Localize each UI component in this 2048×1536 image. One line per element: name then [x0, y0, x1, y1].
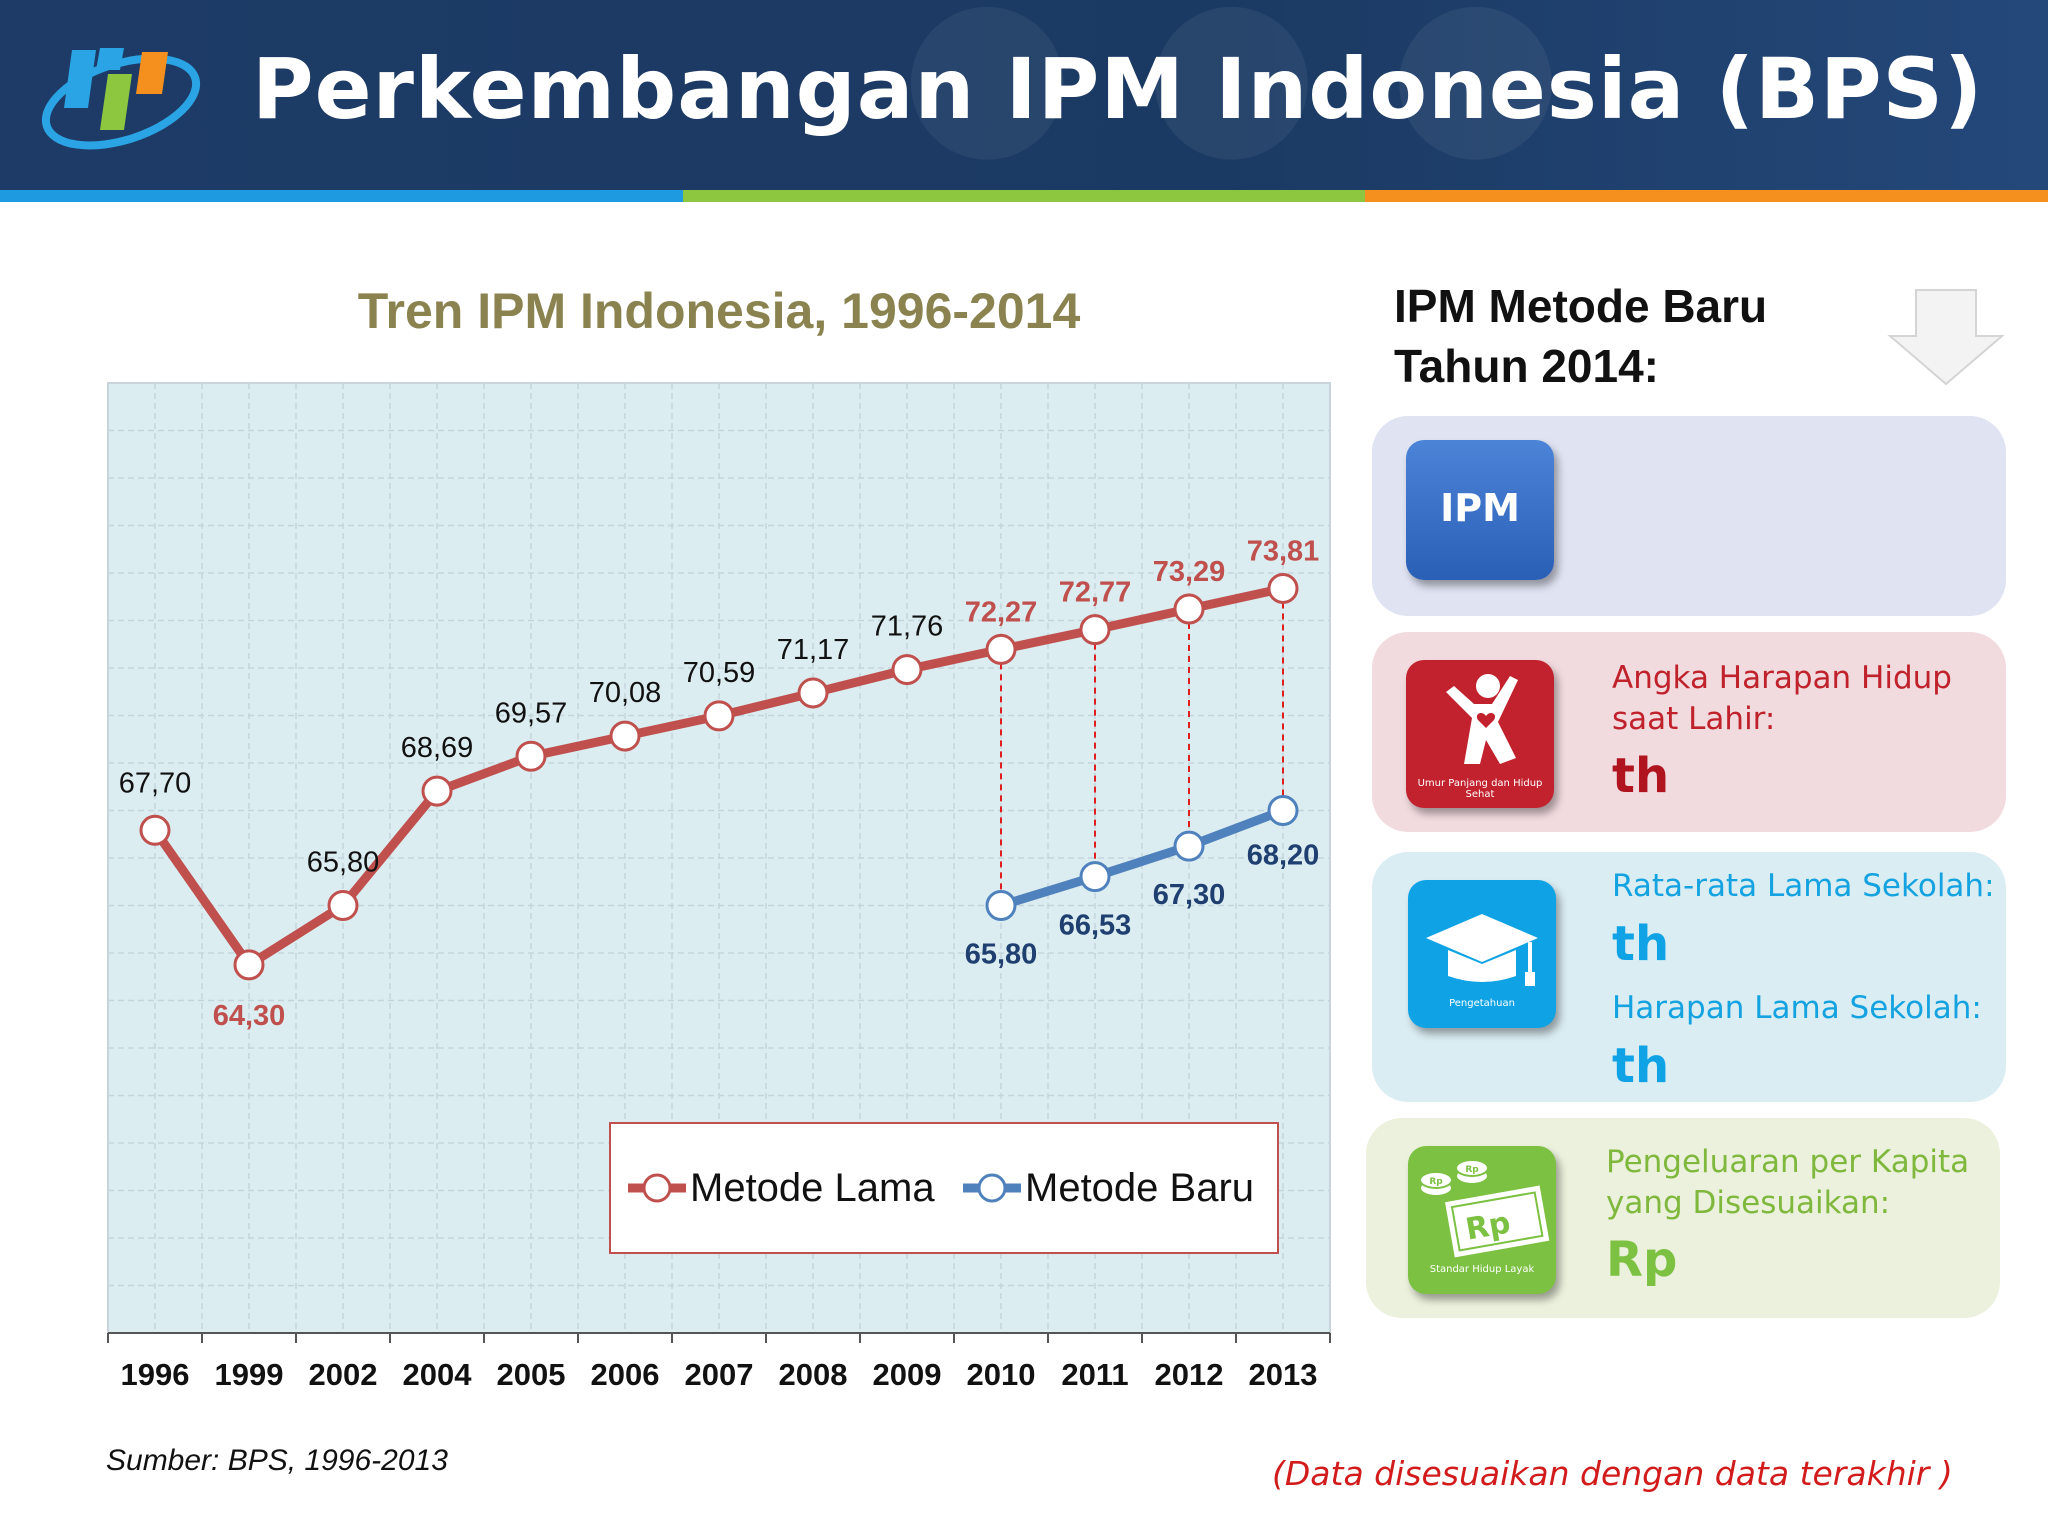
source-text: Sumber: BPS, 1996-2013 — [106, 1444, 448, 1477]
coin-label-1: Rp — [1429, 1177, 1443, 1187]
bps-logo-icon — [41, 48, 201, 150]
health-unit: th — [1612, 748, 1670, 804]
data-point-metode-lama — [233, 949, 265, 981]
x-tick-label: 2004 — [403, 1357, 473, 1392]
x-tick-label: 2006 — [591, 1357, 660, 1392]
data-label-metode-lama: 71,76 — [871, 611, 944, 643]
chart-title: Tren IPM Indonesia, 1996-2014 — [357, 283, 1081, 339]
panel-title: IPM Metode Baru Tahun 2014: — [1394, 276, 1767, 396]
data-label-metode-baru: 67,30 — [1153, 879, 1226, 911]
x-tick-label: 2011 — [1061, 1357, 1128, 1392]
down-arrow-icon — [1887, 289, 2005, 386]
legend-marker-metode-baru — [977, 1173, 1007, 1203]
panel-title-line2: Tahun 2014: — [1394, 340, 1659, 392]
data-point-metode-lama — [891, 654, 923, 686]
bill-label: Rp — [1463, 1205, 1513, 1247]
education-unit-1: th — [1612, 916, 1670, 972]
x-tick-label: 2012 — [1155, 1357, 1224, 1392]
stripe-orange — [1365, 190, 2048, 202]
x-tick-label: 2007 — [685, 1357, 754, 1392]
ipm-card: IPM — [1372, 416, 2006, 616]
data-point-metode-lama — [1173, 593, 1205, 625]
data-point-metode-baru — [1079, 861, 1111, 893]
data-label-metode-lama: 73,81 — [1247, 535, 1320, 567]
x-tick-label: 2013 — [1249, 1357, 1318, 1392]
ipm-label: IPM — [1440, 486, 1520, 530]
health-label-line2: saat Lahir: — [1612, 701, 1776, 737]
data-label-metode-lama: 68,69 — [401, 732, 474, 764]
coin-label-2: Rp — [1465, 1165, 1479, 1175]
data-point-metode-lama — [703, 700, 735, 732]
expenditure-icon-caption: Standar Hidup Layak — [1429, 1264, 1535, 1275]
ipm-icon-box: IPM — [1406, 440, 1554, 580]
data-label-metode-lama: 71,17 — [777, 634, 850, 666]
data-label-metode-baru: 68,20 — [1247, 840, 1320, 872]
data-label-metode-lama: 67,70 — [119, 767, 192, 799]
stripe-green — [682, 190, 1366, 202]
legend-marker-metode-lama — [642, 1173, 672, 1203]
data-label-metode-lama: 72,27 — [965, 596, 1038, 628]
x-tick-label: 1999 — [215, 1357, 284, 1392]
data-label-metode-lama: 64,30 — [213, 1000, 286, 1032]
x-tick-label: 2005 — [497, 1357, 566, 1392]
x-tick-label: 1996 — [121, 1357, 190, 1392]
data-label-metode-lama: 70,08 — [589, 677, 662, 709]
data-label-metode-lama: 69,57 — [495, 697, 568, 729]
data-label-metode-lama: 73,29 — [1153, 556, 1226, 588]
money-icon: Rp Rp Rp — [1419, 1159, 1550, 1258]
banner-decoration: ● ● ● — [900, 0, 1563, 183]
expenditure-card: Rp Rp Rp Standar Hidup Layak Pengeluaran… — [1366, 1118, 2000, 1318]
health-label: Angka Harapan Hidup saat Lahir: — [1612, 658, 1952, 740]
x-tick-label: 2010 — [967, 1357, 1036, 1392]
page-title: Perkembangan IPM Indonesia (BPS) — [252, 40, 1984, 138]
data-label-metode-lama: 65,80 — [307, 847, 380, 879]
health-icon-box: Umur Panjang dan Hidup Sehat — [1406, 660, 1554, 808]
series-line-metode-baru — [996, 806, 1288, 910]
data-point-metode-baru — [1173, 830, 1205, 862]
data-label-metode-lama: 72,77 — [1059, 577, 1132, 609]
expenditure-icon-box: Rp Rp Rp Standar Hidup Layak — [1408, 1146, 1556, 1294]
data-label-metode-baru: 65,80 — [965, 939, 1038, 971]
stripe-blue — [0, 190, 683, 202]
legend-label-metode-baru: Metode Baru — [1025, 1166, 1254, 1210]
legend-box — [609, 1122, 1279, 1254]
data-point-metode-lama — [327, 890, 359, 921]
data-label-metode-baru: 66,53 — [1059, 910, 1132, 942]
data-point-metode-lama — [1079, 614, 1111, 646]
health-icon-caption: Umur Panjang dan Hidup Sehat — [1417, 778, 1543, 800]
graduation-cap-icon — [1426, 914, 1538, 986]
data-label-metode-lama: 70,59 — [683, 657, 756, 689]
education-label-2: Harapan Lama Sekolah: — [1612, 990, 1982, 1026]
data-point-metode-baru — [1267, 795, 1299, 826]
health-card: Umur Panjang dan Hidup Sehat Angka Harap… — [1372, 632, 2006, 832]
education-label-1: Rata-rata Lama Sekolah: — [1612, 868, 1995, 904]
expenditure-label-line1: Pengeluaran per Kapita — [1606, 1144, 1970, 1180]
data-point-metode-lama — [797, 677, 829, 709]
data-point-metode-lama — [609, 720, 641, 752]
education-icon-caption: Pengetahuan — [1449, 998, 1515, 1009]
education-icon-box: Pengetahuan — [1408, 880, 1556, 1028]
data-point-metode-lama — [421, 775, 453, 807]
expenditure-label-line2: yang Disesuaikan: — [1606, 1185, 1891, 1221]
expenditure-unit: Rp — [1606, 1232, 1678, 1288]
header-stripes — [0, 190, 2048, 202]
data-point-metode-lama — [985, 633, 1017, 665]
health-label-line1: Angka Harapan Hidup — [1612, 660, 1952, 696]
panel-title-line1: IPM Metode Baru — [1394, 280, 1768, 332]
data-point-metode-baru — [985, 890, 1017, 921]
education-unit-2: th — [1612, 1038, 1670, 1094]
note-text: (Data disesuaikan dengan data terakhir ) — [1272, 1454, 1953, 1493]
x-tick-label: 2002 — [309, 1357, 378, 1392]
x-tick-label: 2008 — [779, 1357, 848, 1392]
education-card: Pengetahuan Rata-rata Lama Sekolah: th H… — [1372, 852, 2006, 1102]
expenditure-label: Pengeluaran per Kapita yang Disesuaikan: — [1606, 1142, 1969, 1224]
person-heart-icon — [1446, 674, 1518, 764]
legend-label-metode-lama: Metode Lama — [690, 1166, 935, 1210]
data-point-metode-lama — [515, 740, 547, 772]
data-point-metode-lama — [1267, 572, 1299, 604]
x-tick-label: 2009 — [873, 1357, 942, 1392]
data-point-metode-lama — [139, 814, 171, 846]
header-banner: ● ● ● — [0, 0, 2048, 190]
